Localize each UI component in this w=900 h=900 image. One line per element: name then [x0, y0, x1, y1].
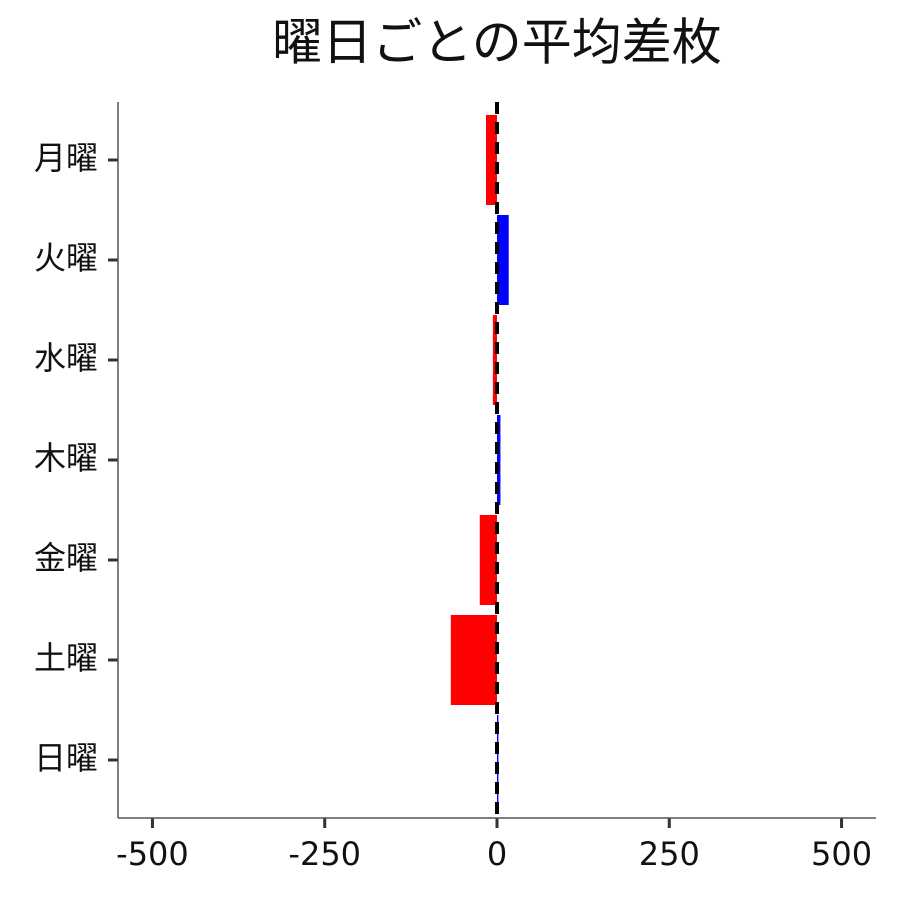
y-tick-label: 金曜	[34, 539, 98, 577]
y-tick-label: 水曜	[34, 339, 98, 377]
bar	[497, 415, 501, 505]
y-tick-label: 月曜	[34, 139, 98, 177]
y-tick-label: 日曜	[34, 739, 98, 777]
bar	[450, 615, 497, 705]
y-tick-label: 火曜	[34, 239, 98, 277]
y-tick-label: 土曜	[34, 639, 98, 677]
bar	[497, 215, 509, 305]
bar	[497, 715, 499, 805]
y-tick-label: 木曜	[34, 439, 98, 477]
x-tick-label: 0	[487, 835, 507, 873]
x-tick-label: -500	[116, 835, 189, 873]
bar	[492, 315, 497, 405]
x-tick-label: 500	[811, 835, 872, 873]
bar	[479, 515, 497, 605]
x-tick-label: 250	[639, 835, 700, 873]
chart-title: 曜日ごとの平均差枚	[272, 14, 722, 72]
x-tick-label: -250	[288, 835, 361, 873]
bar	[485, 115, 497, 205]
